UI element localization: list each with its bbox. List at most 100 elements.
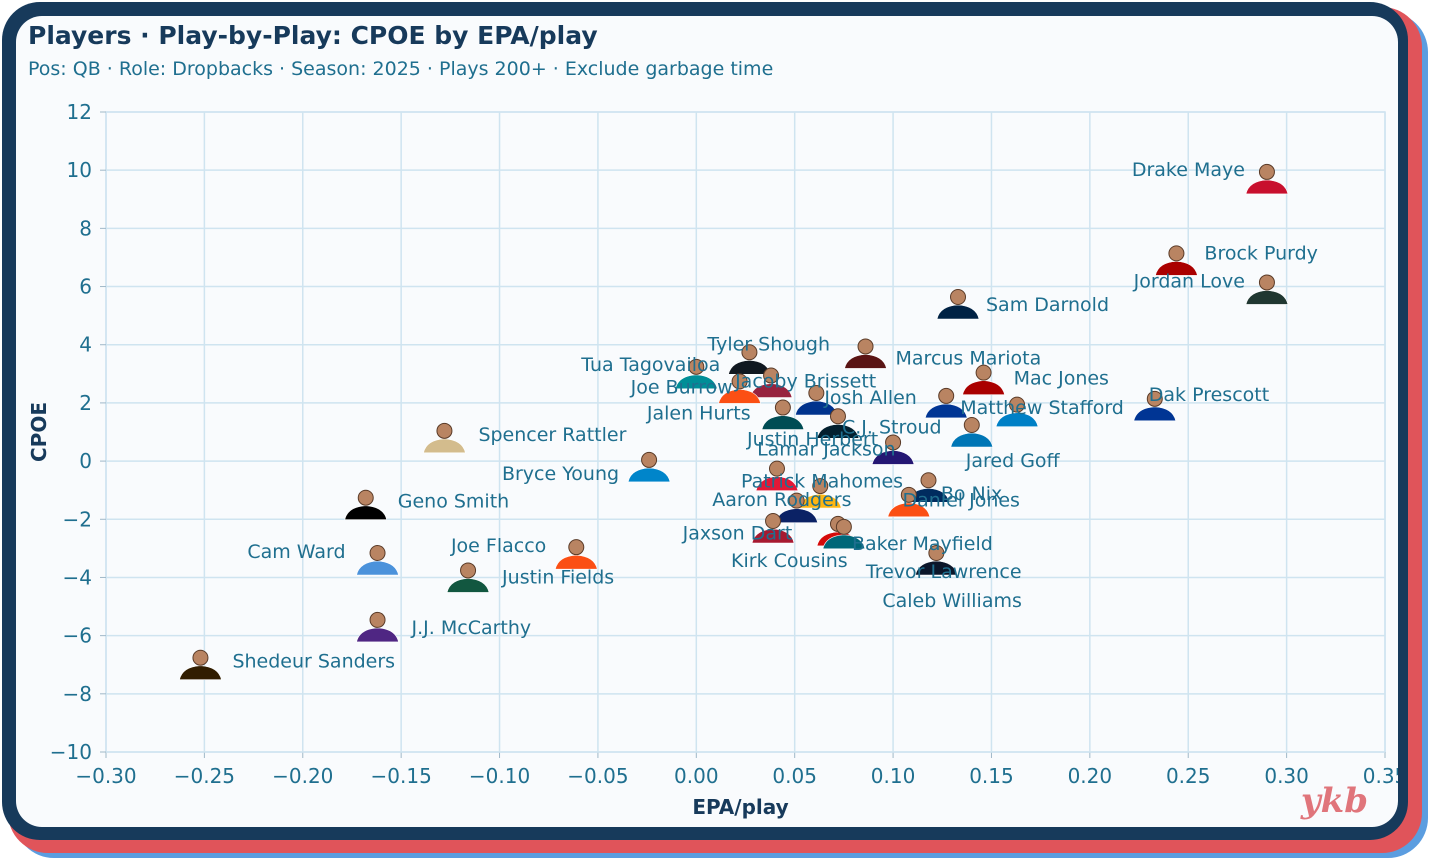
player-head-icon — [835, 518, 852, 535]
player-head-icon — [774, 399, 791, 416]
player-label: Mac Jones — [1014, 368, 1109, 390]
player-jersey-icon — [950, 432, 994, 448]
player-label: Lamar Jackson — [757, 438, 896, 460]
y-tick-label: 2 — [79, 391, 92, 415]
player-head-icon — [812, 478, 829, 495]
x-axis-title: EPA/play — [692, 795, 788, 819]
player-jersey-icon — [914, 560, 958, 576]
player-head-icon — [765, 513, 782, 529]
player-jersey-icon — [844, 354, 887, 369]
player-head-icon — [768, 460, 785, 477]
player-jersey-icon — [751, 528, 795, 544]
player-head-icon — [1258, 274, 1275, 291]
player-head-icon — [885, 434, 902, 451]
player-jersey-icon — [554, 554, 598, 570]
player-head-icon — [192, 649, 209, 666]
x-tick-label: −0.30 — [75, 764, 136, 788]
player-jersey-icon — [887, 502, 931, 518]
player-head-icon — [1009, 396, 1026, 413]
x-tick-label: −0.20 — [272, 764, 333, 788]
player-label: J.J. McCarthy — [411, 617, 532, 639]
chart-title: Players · Play-by-Play: CPOE by EPA/play — [28, 21, 598, 50]
player-jersey-icon — [446, 578, 490, 593]
player-label: Matthew Stafford — [960, 397, 1124, 419]
y-tick-label: −6 — [63, 624, 92, 648]
player-label: Bo Nix — [941, 483, 1002, 505]
player-jersey-icon — [1245, 179, 1289, 195]
player-jersey-icon — [962, 380, 1005, 395]
player-label: Sam Darnold — [986, 294, 1109, 316]
y-tick-label: 12 — [67, 100, 92, 124]
chart-panel: Players · Play-by-Play: CPOE by EPA/play… — [16, 16, 1398, 827]
player-head-icon — [731, 373, 748, 390]
player-head-icon — [357, 489, 374, 506]
player-jersey-icon — [356, 627, 399, 643]
x-tick-label: −0.15 — [371, 764, 432, 788]
y-tick-label: 0 — [79, 449, 92, 473]
y-tick-label: 8 — [79, 216, 92, 240]
player-label: Daniel Jones — [902, 489, 1019, 511]
player-label: Kirk Cousins — [731, 550, 848, 572]
scatter-plot: −0.30 −0.25 −0.20 −0.15 −0.10 −0.05 0.00 0.05 0.… — [27, 100, 1398, 819]
player-head-icon — [1258, 163, 1275, 180]
player-head-icon — [369, 545, 386, 561]
x-tick-label: 0.25 — [1166, 764, 1211, 788]
player-head-icon — [1168, 245, 1185, 262]
x-tick-label: 0.20 — [1068, 764, 1113, 788]
player-jersey-icon — [936, 304, 980, 320]
x-tick-label: 0.30 — [1264, 764, 1309, 788]
player-jersey-icon — [749, 383, 793, 398]
player-label: Jalen Hurts — [646, 403, 751, 425]
player-head-icon — [688, 358, 705, 375]
player-head-icon — [950, 289, 967, 305]
player-label: Jordan Love — [1133, 270, 1245, 292]
player-head-icon — [920, 472, 937, 489]
x-tick-label: 0.15 — [969, 764, 1014, 788]
player-label: C.J. Stroud — [842, 416, 942, 438]
player-label: Shedeur Sanders — [232, 651, 395, 673]
y-tick-label: 4 — [79, 333, 92, 357]
player-head-icon — [857, 338, 874, 355]
player-jersey-icon — [761, 415, 805, 430]
player-label: Jacoby Brissett — [734, 371, 876, 393]
player-label: Trevor Lawrence — [865, 561, 1022, 583]
player-jersey-icon — [755, 476, 799, 491]
player-head-icon — [963, 417, 980, 433]
player-label: Joe Flacco — [450, 535, 546, 557]
player-head-icon — [788, 492, 805, 509]
chart-subtitle: Pos: QB · Role: Dropbacks · Season: 2025… — [28, 58, 774, 80]
y-axis-title: CPOE — [27, 402, 51, 462]
y-tick-label: −4 — [63, 565, 92, 589]
player-label: Tua Tagovailoa — [580, 354, 720, 376]
y-tick-label: −8 — [63, 682, 92, 706]
player-label: Marcus Mariota — [896, 347, 1042, 369]
player-head-icon — [1146, 390, 1163, 407]
player-label: Tyler Shough — [706, 333, 830, 355]
x-tick-label: 0.00 — [674, 764, 719, 788]
y-tick-label: 10 — [67, 158, 92, 182]
player-label: Aaron Rodgers — [712, 489, 851, 511]
player-label: Caleb Williams — [882, 590, 1022, 612]
player-jersey-icon — [816, 423, 860, 439]
player-head-icon — [808, 385, 825, 401]
player-jersey-icon — [627, 467, 671, 483]
player-label: Baker Mayfield — [852, 533, 993, 555]
x-tick-label: −0.05 — [567, 764, 628, 788]
x-tick-label: 0.05 — [772, 764, 817, 788]
player-head-icon — [975, 364, 992, 381]
player-jersey-icon — [356, 560, 399, 576]
player-head-icon — [568, 539, 585, 556]
player-head-icon — [829, 408, 846, 425]
player-label: Justin Herbert — [746, 429, 878, 451]
player-label: Brock Purdy — [1204, 242, 1318, 264]
player-head-icon — [436, 422, 453, 439]
player-jersey-icon — [718, 389, 761, 404]
player-jersey-icon — [1133, 406, 1177, 422]
player-head-icon — [460, 562, 477, 579]
player-label: Jared Goff — [965, 450, 1061, 472]
x-tick-label: −0.10 — [469, 764, 530, 788]
player-jersey-icon — [871, 450, 915, 465]
player-jersey-icon — [995, 412, 1039, 427]
x-tick-label: 0.35 — [1363, 764, 1398, 788]
player-label: Justin Fields — [501, 566, 614, 588]
